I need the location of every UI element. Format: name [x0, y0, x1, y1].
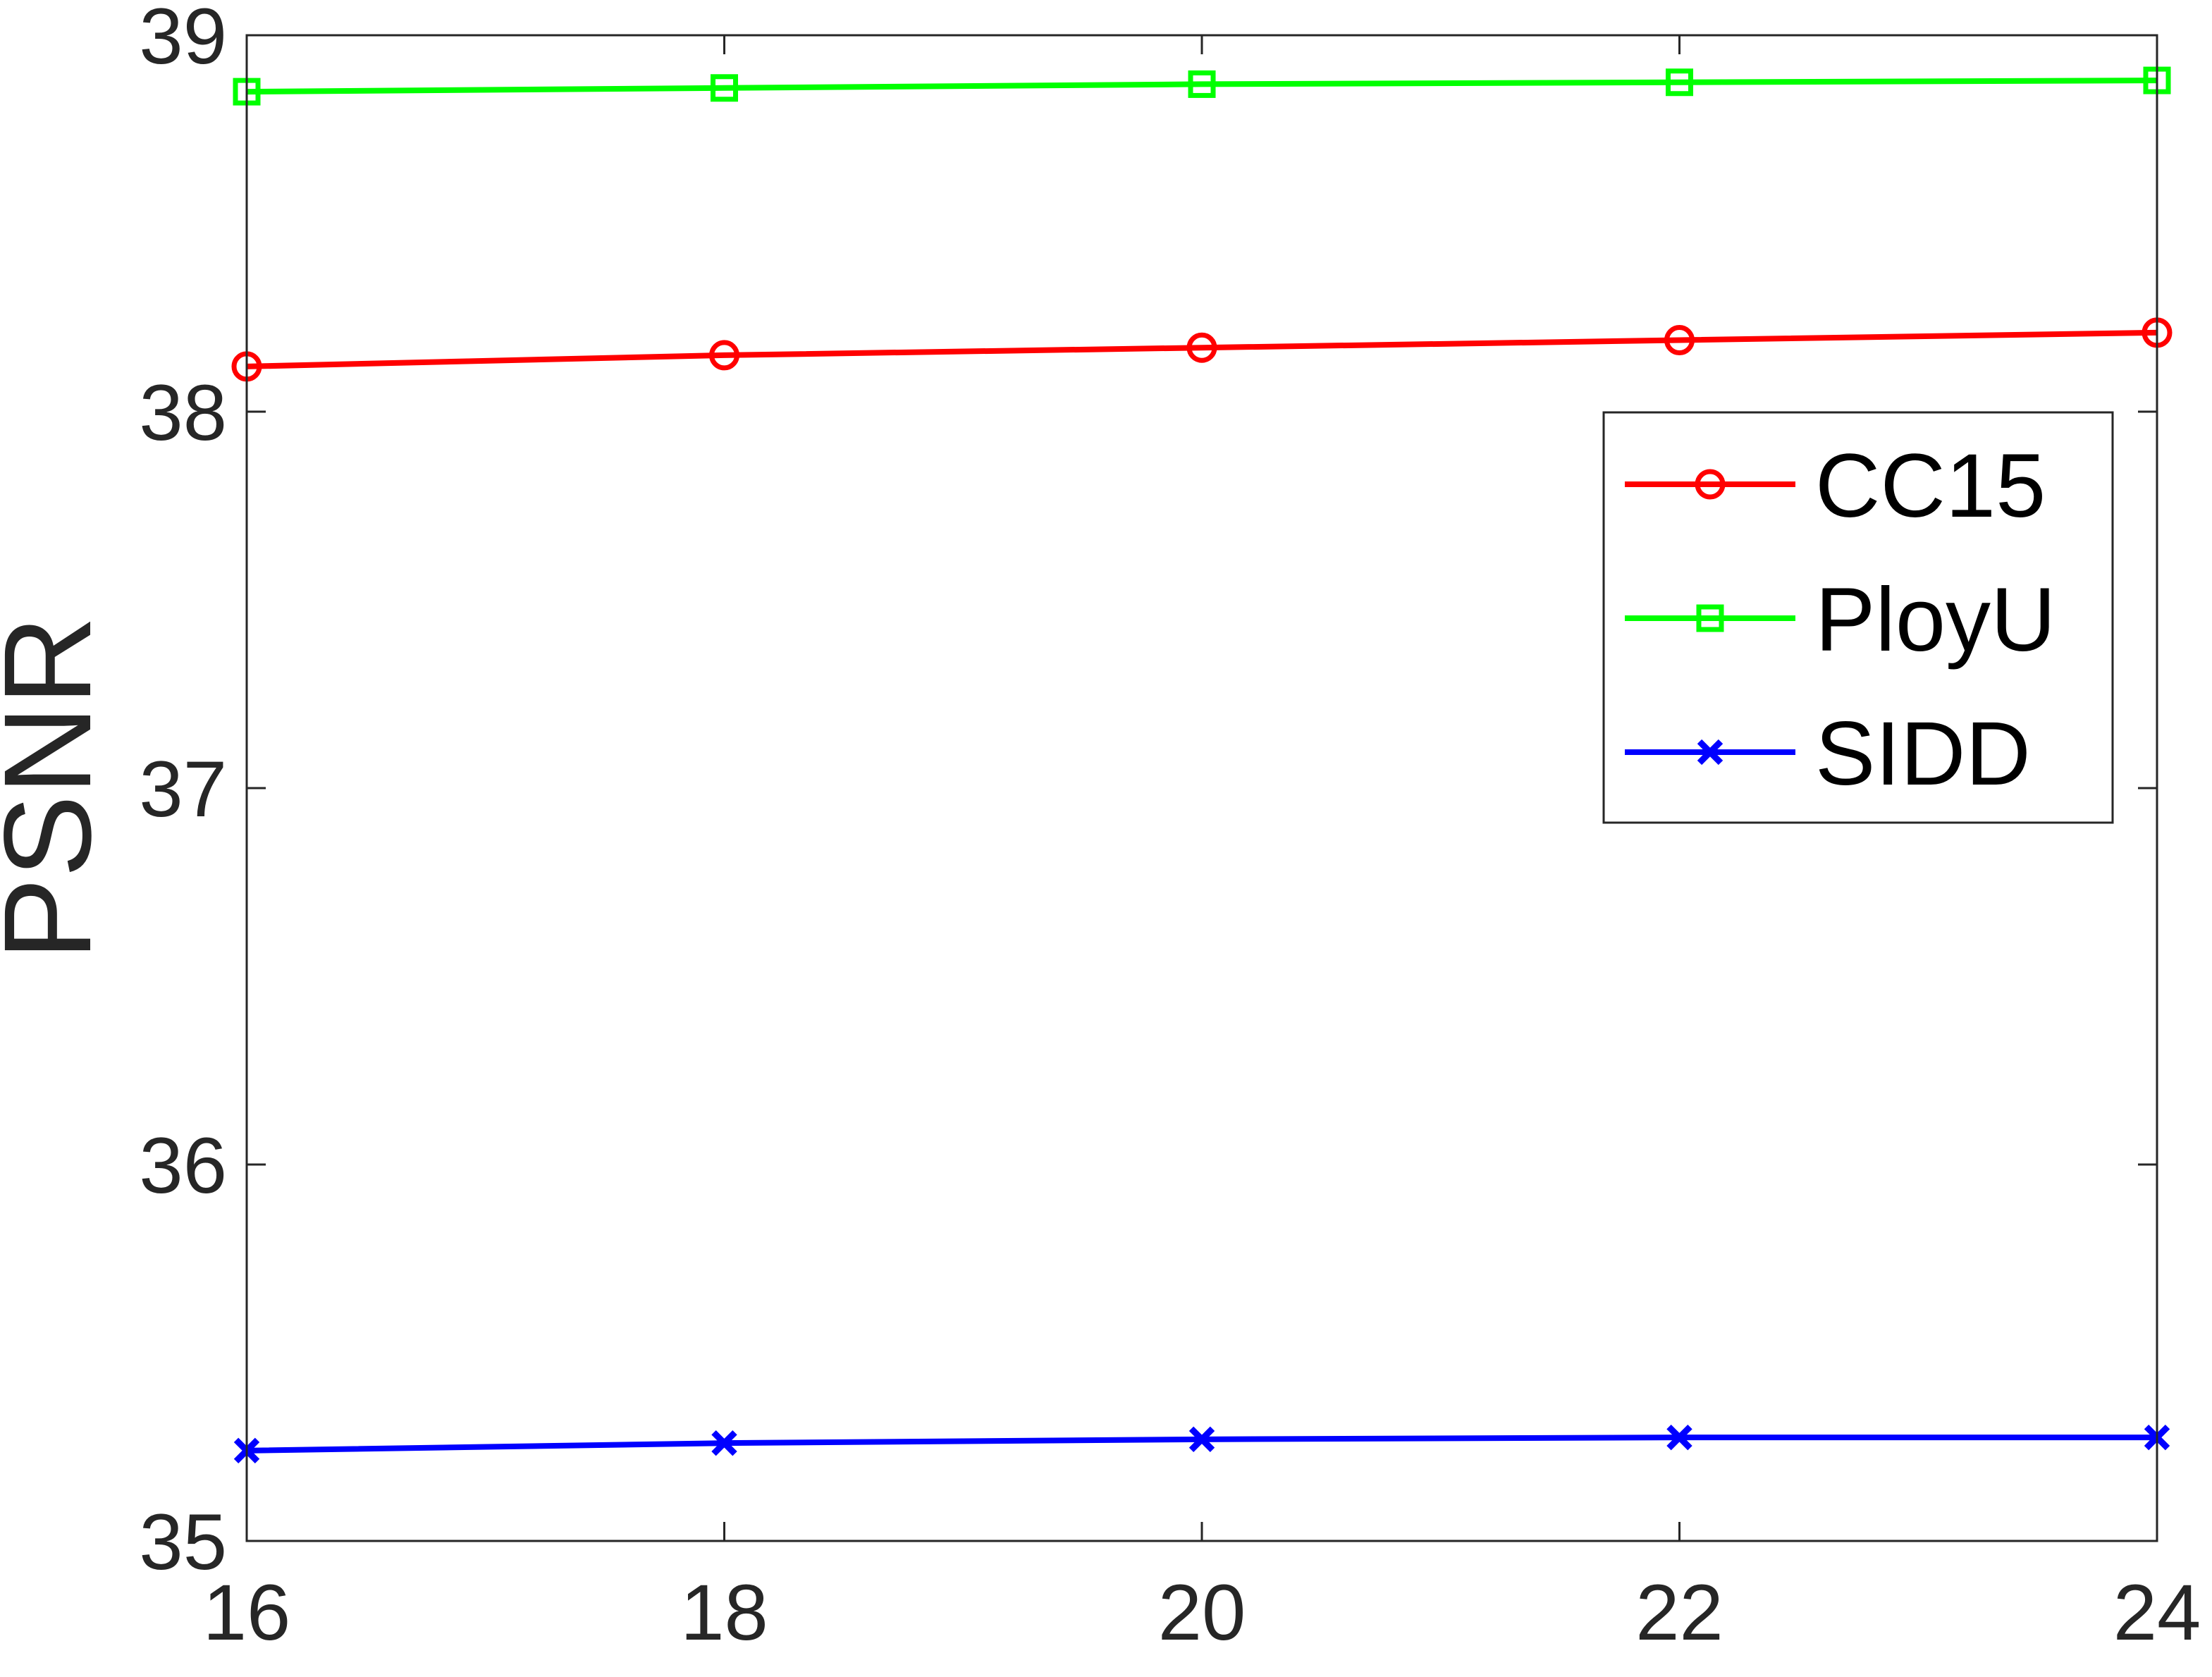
data-point-cc15-22 [1664, 325, 1695, 356]
data-point-sidd-22 [1666, 1424, 1692, 1451]
data-point-cc15-20 [1186, 332, 1217, 363]
series-line-cc15 [246, 329, 2158, 369]
legend-marker-sidd-stroke-b [1697, 739, 1723, 766]
x-tick-label-18: 18 [680, 1568, 768, 1657]
x-tick-label-16: 16 [203, 1568, 291, 1657]
x-tick-label-20: 20 [1158, 1568, 1246, 1657]
data-point-ployu-22 [1666, 68, 1693, 97]
legend-label-cc15: CC15 [1815, 436, 2046, 536]
y-tick-label-39: 39 [139, 0, 227, 80]
data-point-ployu-18 [711, 74, 738, 102]
legend-label-ployu: PloyU [1815, 570, 2056, 670]
legend-label-sidd: SIDD [1815, 704, 2031, 804]
data-point-ployu-20 [1188, 70, 1216, 98]
data-point-sidd-18-stroke-b [711, 1430, 737, 1456]
legend-marker-cc15 [1695, 469, 1726, 500]
data-point-sidd-20-stroke-b [1188, 1426, 1215, 1453]
legend: CC15 PloyU SIDD [1602, 411, 2114, 824]
y-tick-label-36: 36 [139, 1122, 227, 1210]
legend-marker-sidd [1697, 739, 1723, 766]
y-tick-label-38: 38 [139, 369, 227, 457]
legend-marker-ployu [1696, 604, 1724, 632]
series-line-ployu [246, 78, 2158, 95]
data-point-sidd-22-stroke-b [1666, 1424, 1692, 1451]
x-tick-label-22: 22 [1635, 1568, 1723, 1657]
data-point-cc15-18 [709, 340, 739, 371]
data-point-sidd-20 [1188, 1426, 1215, 1453]
ticks-layer: 16 18 20 22 24 35 36 37 38 39 [139, 0, 2201, 1657]
y-axis-label: PSNR [0, 616, 117, 961]
data-point-sidd-18 [711, 1430, 737, 1456]
y-tick-label-35: 35 [139, 1498, 227, 1586]
y-tick-label-37: 37 [139, 745, 227, 833]
x-tick-label-24: 24 [2113, 1568, 2201, 1657]
